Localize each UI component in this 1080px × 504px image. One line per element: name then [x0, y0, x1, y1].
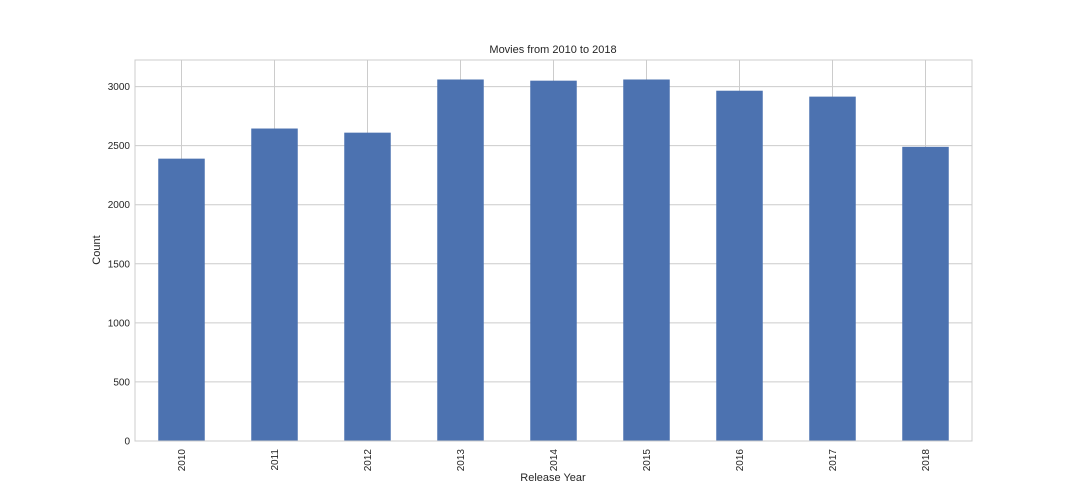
x-tick-label: 2017	[828, 449, 839, 472]
x-tick-label: 2011	[270, 449, 281, 471]
x-tick-label: 2014	[549, 449, 560, 472]
x-ticks: 2010 2011 2012 2013 2014 2015 2016 2017 2018	[177, 449, 932, 472]
y-axis-label: Count	[91, 235, 103, 264]
y-tick-label: 1500	[108, 259, 131, 270]
bar-2011	[251, 128, 298, 441]
bar-2015	[623, 79, 670, 441]
bar-2013	[437, 79, 484, 441]
plot-frame	[134, 59, 973, 442]
chart-title: Movies from 2010 to 2018	[489, 44, 616, 56]
bar-2018	[902, 146, 949, 441]
bars-layer	[158, 79, 949, 442]
x-tick-label: 2018	[921, 449, 932, 472]
y-ticks: 0 500 1000 1500 2000 2500 3000	[108, 82, 131, 447]
x-tick-label: 2016	[735, 449, 746, 472]
y-tick-label: 1000	[108, 318, 131, 329]
x-tick-label: 2013	[456, 449, 467, 472]
x-tick-label: 2010	[177, 449, 188, 472]
y-tick-label: 3000	[108, 82, 131, 93]
bar-2012	[344, 132, 391, 441]
bar-2010	[158, 158, 205, 441]
y-tick-label: 2500	[108, 141, 131, 152]
y-tick-label: 500	[113, 377, 130, 388]
bar-2014	[530, 80, 577, 442]
y-tick-label: 0	[124, 437, 130, 448]
x-tick-label: 2012	[363, 449, 374, 472]
x-tick-label: 2015	[642, 449, 653, 472]
bar-2016	[716, 90, 763, 441]
x-axis-label: Release Year	[520, 472, 586, 484]
bar-2017	[809, 96, 856, 441]
y-tick-label: 2000	[108, 200, 131, 211]
